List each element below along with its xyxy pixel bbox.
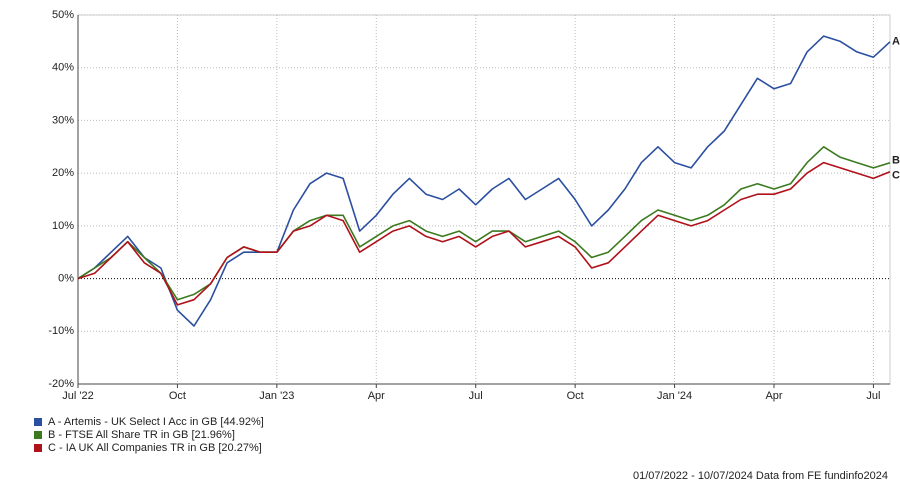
y-tick-label: -10% <box>48 325 74 337</box>
legend-label: B - FTSE All Share TR in GB [21.96%] <box>48 429 235 441</box>
x-tick-label: Apr <box>765 390 782 402</box>
end-label: C <box>892 170 900 182</box>
series-line <box>77 161 891 306</box>
footer: 01/07/2022 - 10/07/2024 Data from FE fun… <box>633 470 888 482</box>
y-tick-label: 30% <box>52 114 74 126</box>
series-line <box>77 35 891 327</box>
x-tick-label: Jan '24 <box>657 390 692 402</box>
y-tick-label: 0% <box>58 272 74 284</box>
legend-swatch <box>34 431 42 439</box>
x-tick-label: Jul '22 <box>62 390 93 402</box>
y-tick-label: 10% <box>52 220 74 232</box>
end-label: B <box>892 155 900 167</box>
legend-label: C - IA UK All Companies TR in GB [20.27%… <box>48 442 262 454</box>
x-tick-label: Apr <box>368 390 385 402</box>
series-line <box>77 146 891 301</box>
y-tick-label: 50% <box>52 9 74 21</box>
x-tick-label: Oct <box>169 390 186 402</box>
y-tick-label: 40% <box>52 62 74 74</box>
legend-swatch <box>34 444 42 452</box>
x-tick-label: Jan '23 <box>259 390 294 402</box>
end-label: A <box>892 36 900 48</box>
y-tick-label: -20% <box>48 378 74 390</box>
plot-area <box>77 14 891 385</box>
y-tick-label: 20% <box>52 167 74 179</box>
legend-label: A - Artemis - UK Select I Acc in GB [44.… <box>48 416 264 428</box>
legend-swatch <box>34 418 42 426</box>
x-tick-label: Jul <box>469 390 483 402</box>
x-tick-label: Oct <box>567 390 584 402</box>
x-tick-label: Jul <box>866 390 880 402</box>
